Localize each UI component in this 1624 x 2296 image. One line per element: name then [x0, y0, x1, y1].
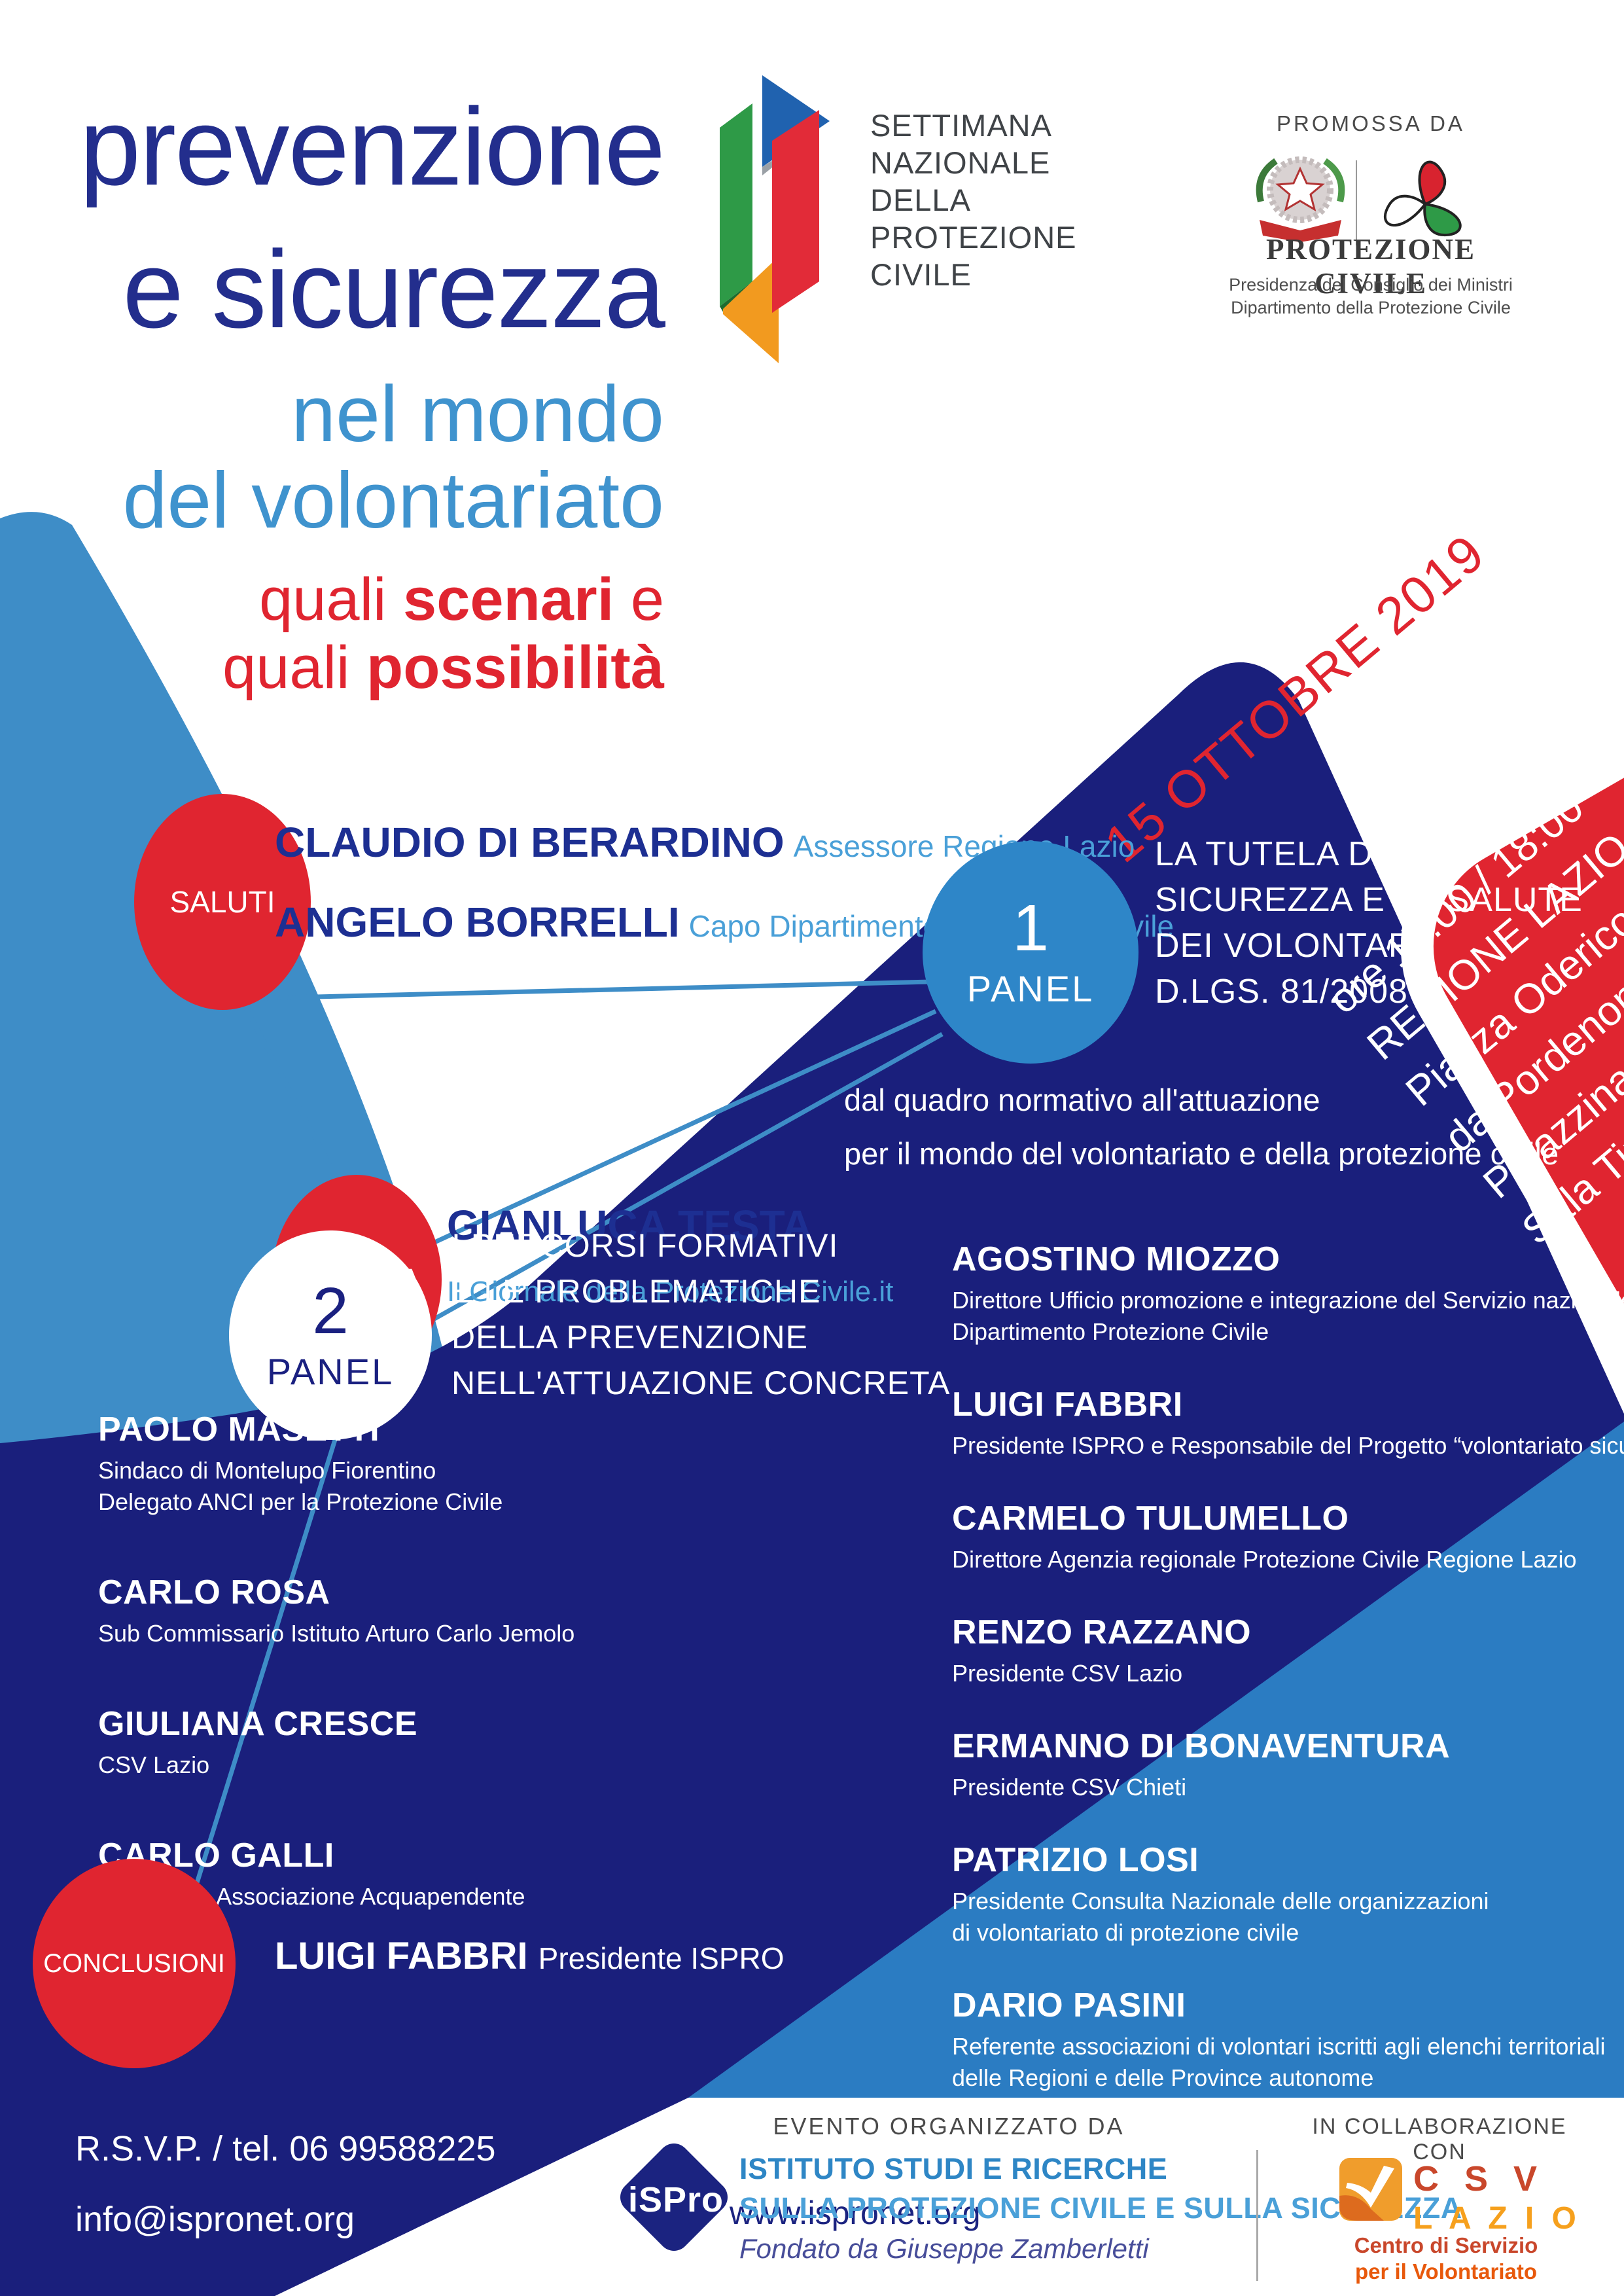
connector-panel1-panel2	[427, 1031, 944, 1325]
rsvp-email: info@ispronet.org	[75, 2200, 355, 2239]
promossa-org-line2: Dipartimento della Protezione Civile	[1231, 298, 1511, 317]
speaker: CARLO ROSA Sub Commissario Istituto Artu…	[98, 1573, 575, 1647]
settimana-line: DELLA	[870, 183, 971, 217]
modera-name: GIANLUCA TESTA	[447, 1202, 813, 1249]
csv-logo-lazio: L A Z I O	[1413, 2201, 1581, 2236]
panel1-badge: 1 PANEL	[923, 841, 1139, 1064]
speaker: AGOSTINO MIOZZO Direttore Ufficio promoz…	[952, 1240, 1624, 1345]
panel2-title: I PERCORSI FORMATIVI E LE PROBLEMATICHE …	[451, 1227, 951, 1401]
settimana-flag-logo	[720, 75, 830, 363]
panel1-speakers: AGOSTINO MIOZZO Direttore Ufficio promoz…	[952, 1240, 1624, 2132]
csv-check-icon	[1339, 2158, 1402, 2221]
protezione-civile-name: PROTEZIONE CIVILE	[1265, 233, 1476, 300]
website-url: www.ispronet.org	[730, 2195, 981, 2231]
promossa-label: PROMOSSA DA	[1277, 111, 1465, 135]
csv-subtitle-1: Centro di Servizio	[1354, 2233, 1538, 2257]
title-line-2: e sicurezza	[122, 228, 665, 351]
settimana-line: PROTEZIONE	[870, 220, 1077, 255]
footer-divider	[1256, 2150, 1258, 2281]
title-line-5: quali scenari e	[259, 566, 664, 633]
speaker: PATRIZIO LOSI Presidente Consulta Nazion…	[952, 1841, 1489, 1946]
rsvp-phone: R.S.V.P. / tel. 06 99588225	[75, 2129, 496, 2168]
panel2-badge: 2 PANEL	[229, 1230, 432, 1440]
speaker: RENZO RAZZANO Presidente CSV Lazio	[952, 1613, 1252, 1687]
ispro-name-line1: ISTITUTO STUDI E RICERCHE	[739, 2152, 1168, 2185]
speaker: LUIGI FABBRI Presidente ISPRO e Responsa…	[952, 1386, 1624, 1459]
title-line-6: quali possibilità	[222, 634, 664, 701]
csv-subtitle-2: per il Volontariato	[1354, 2259, 1538, 2284]
ispro-founder-line: Fondato da Giuseppe Zamberletti	[739, 2233, 1149, 2264]
collaboration-label: IN COLLABORAZIONE CON	[1312, 2114, 1567, 2164]
poster-title: prevenzione e sicurezza nel mondo del vo…	[0, 85, 665, 701]
triskelion-icon	[1384, 160, 1462, 237]
settimana-logo-text: SETTIMANA NAZIONALE DELLA PROTEZIONE CIV…	[870, 107, 1077, 293]
speaker: GIULIANA CRESCE CSV Lazio	[98, 1705, 418, 1778]
emblem-divider	[1356, 160, 1357, 245]
red-ribbon-shape	[1400, 340, 1624, 1472]
connector-modera-panel1	[431, 1009, 937, 1246]
settimana-line: NAZIONALE	[870, 145, 1051, 180]
settimana-line: CIVILE	[870, 257, 972, 292]
speaker: DARIO PASINI Referente associazioni di v…	[952, 1986, 1606, 2091]
connector-modera-conclusioni	[194, 1380, 356, 1886]
promossa-org-line1: Presidenza del Consiglio dei Ministri	[1229, 275, 1513, 295]
modera-speaker: GIANLUCA TESTA Il Giornale della Protezi…	[447, 1201, 893, 1308]
panel2-speakers: PAOLO MASETTI Sindaco di Montelupo Fiore…	[98, 1410, 574, 1968]
connector-saluti-panel1	[261, 979, 933, 1001]
connector-saluti-modera	[236, 994, 343, 1186]
modera-role: Il Giornale della Protezione Civile.it	[447, 1276, 894, 1308]
conclusioni-badge: CONCLUSIONI	[33, 1859, 236, 2068]
title-line-3: nel mondo	[291, 369, 664, 458]
csv-logo-letters: C S V	[1413, 2159, 1545, 2198]
republic-emblem-icon	[1256, 156, 1345, 242]
bottom-right-triangle-shape	[688, 1422, 1624, 2098]
speaker: ERMANNO DI BONAVENTURA Presidente CSV Ch…	[952, 1727, 1451, 1801]
panel1-subtitle: dal quadro normativo all'attuazione per …	[844, 1083, 1559, 1171]
speaker: PAOLO MASETTI Sindaco di Montelupo Fiore…	[98, 1410, 503, 1515]
connector-lines	[194, 979, 944, 1886]
saluti-badge: SALUTI	[134, 794, 311, 1010]
title-line-1: prevenzione	[79, 85, 665, 208]
organized-by-label: EVENTO ORGANIZZATO DA	[773, 2113, 1125, 2140]
speaker: CARMELO TULUMELLO Direttore Agenzia regi…	[952, 1499, 1577, 1573]
title-line-4: del volontariato	[122, 456, 664, 545]
conclusioni-speaker: LUIGI FABBRI Presidente ISPRO	[275, 1935, 785, 1977]
ispro-logo-text: iSPro	[627, 2180, 724, 2219]
panel1-title: LA TUTELA DELLA SICUREZZA E LA SALUTE DE…	[1155, 835, 1583, 1011]
saluti-speaker-1: CLAUDIO DI BERARDINO Assessore Regione La…	[275, 819, 1135, 866]
settimana-line: SETTIMANA	[870, 108, 1052, 143]
